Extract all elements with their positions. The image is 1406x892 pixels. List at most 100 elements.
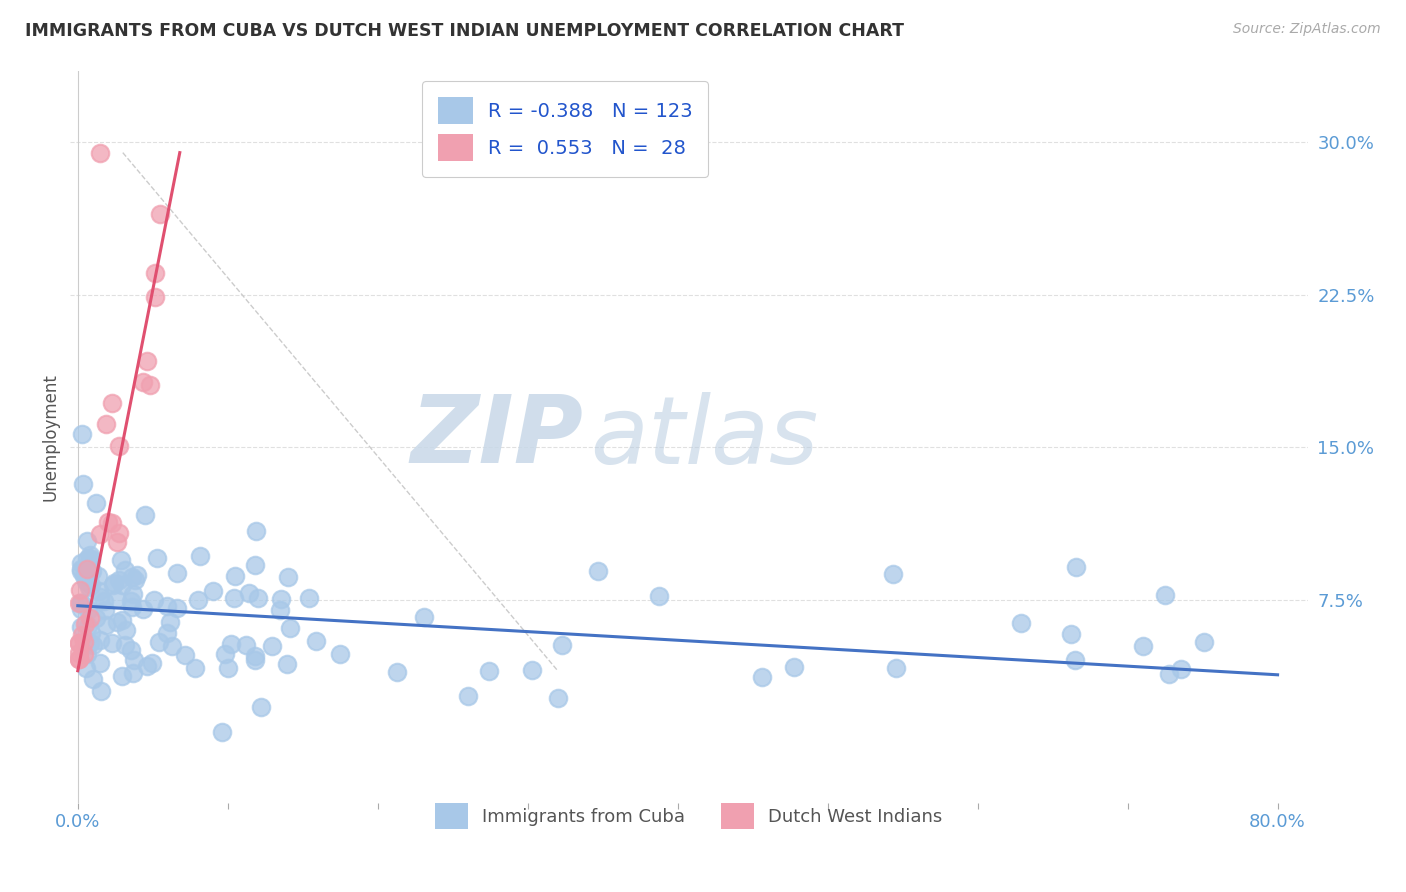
Point [247,591,270,605]
Point [84,611,107,625]
Point [114,638,136,652]
Point [75,616,97,631]
Point [217,661,239,675]
Point [67,636,90,650]
Text: IMMIGRANTS FROM CUBA VS DUTCH WEST INDIAN UNEMPLOYMENT CORRELATION CHART: IMMIGRANTS FROM CUBA VS DUTCH WEST INDIA… [25,22,904,40]
Y-axis label: Unemployment: Unemployment [41,373,59,501]
Point [82,672,104,686]
Point [76,562,98,576]
Point [69,602,91,616]
Point [101,396,124,410]
Point [139,377,162,392]
Point [188,549,211,563]
Point [87,569,110,583]
Point [184,661,207,675]
Point [238,585,260,599]
Point [277,570,299,584]
Point [125,568,148,582]
Point [70,556,93,570]
Point [148,635,170,649]
Point [219,637,242,651]
Point [90,683,112,698]
Point [100,636,122,650]
Point [111,578,134,592]
Point [120,594,142,608]
Point [385,665,408,679]
Point [520,663,543,677]
Point [1157,666,1180,681]
Point [305,633,328,648]
Point [412,610,434,624]
Point [211,724,233,739]
Point [111,669,134,683]
Point [121,599,143,614]
Point [155,599,177,613]
Point [75,661,97,675]
Point [249,699,271,714]
Point [122,653,145,667]
Point [103,575,125,590]
Point [76,552,98,566]
Point [111,613,134,627]
Point [550,638,572,652]
Point [457,689,479,703]
Point [166,600,188,615]
Point [159,615,181,629]
Point [89,632,111,647]
Point [69,562,91,576]
Point [1192,635,1215,649]
Point [174,648,197,663]
Point [269,603,291,617]
Point [143,593,166,607]
Point [882,566,904,581]
Point [884,661,907,675]
Point [1153,588,1175,602]
Point [89,591,111,605]
Point [1132,640,1154,654]
Point [148,206,170,220]
Point [94,603,117,617]
Point [141,657,163,671]
Point [214,647,236,661]
Point [146,551,169,566]
Point [79,636,101,650]
Point [114,563,136,577]
Point [134,508,156,522]
Point [67,646,90,660]
Point [245,648,267,663]
Point [87,583,110,598]
Point [77,619,100,633]
Point [94,417,117,432]
Point [72,477,94,491]
Point [278,621,301,635]
Point [77,603,100,617]
Point [76,534,98,549]
Point [1064,653,1087,667]
Point [136,659,159,673]
Point [478,665,501,679]
Point [70,620,93,634]
Point [69,564,91,578]
Point [243,558,266,573]
Point [105,534,128,549]
Text: ZIP: ZIP [411,391,583,483]
Point [79,548,101,562]
Point [108,526,131,541]
Point [262,639,284,653]
Point [136,354,159,368]
Point [94,617,117,632]
Point [1010,616,1032,631]
Point [101,516,124,531]
Point [245,524,267,539]
Point [69,583,91,598]
Point [104,592,127,607]
Point [122,665,145,680]
Text: Source: ZipAtlas.com: Source: ZipAtlas.com [1233,22,1381,37]
Point [1060,627,1083,641]
Point [224,569,246,583]
Point [82,638,104,652]
Point [270,591,292,606]
Point [143,290,166,304]
Point [121,586,143,600]
Point [187,593,209,607]
